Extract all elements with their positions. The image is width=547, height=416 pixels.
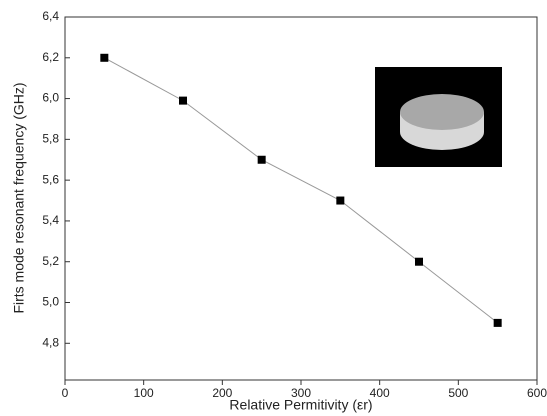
y-tick-label: 6,0	[42, 91, 59, 105]
series-line	[104, 57, 498, 324]
x-tick-label: 0	[62, 386, 69, 400]
x-tick-label: 200	[212, 386, 232, 400]
y-tick-label: 6,4	[42, 9, 59, 23]
y-tick-label: 5,4	[42, 213, 59, 227]
y-tick-label: 5,6	[42, 172, 59, 186]
y-axis-title: Firts mode resonant frequency (GHz)	[11, 82, 27, 313]
y-tick-label: 5,2	[42, 254, 59, 268]
point-marker	[415, 257, 423, 266]
x-tick-label: 500	[448, 386, 468, 400]
x-axis-title: Relative Permitivity (εr)	[229, 397, 372, 413]
x-tick-label: 100	[134, 386, 154, 400]
point-marker	[336, 196, 345, 205]
y-tick-label: 5,8	[42, 132, 59, 146]
y-tick-label: 5,0	[42, 295, 59, 309]
point-marker	[100, 53, 109, 62]
point-marker	[257, 155, 266, 164]
point-marker	[493, 318, 502, 327]
x-tick-label: 300	[291, 386, 311, 400]
x-tick-label: 600	[527, 386, 547, 400]
y-tick-label: 6,2	[42, 50, 59, 64]
inset-image	[375, 67, 502, 167]
y-tick-label: 4,8	[42, 335, 59, 349]
x-tick-label: 400	[370, 386, 390, 400]
point-marker	[179, 96, 187, 105]
